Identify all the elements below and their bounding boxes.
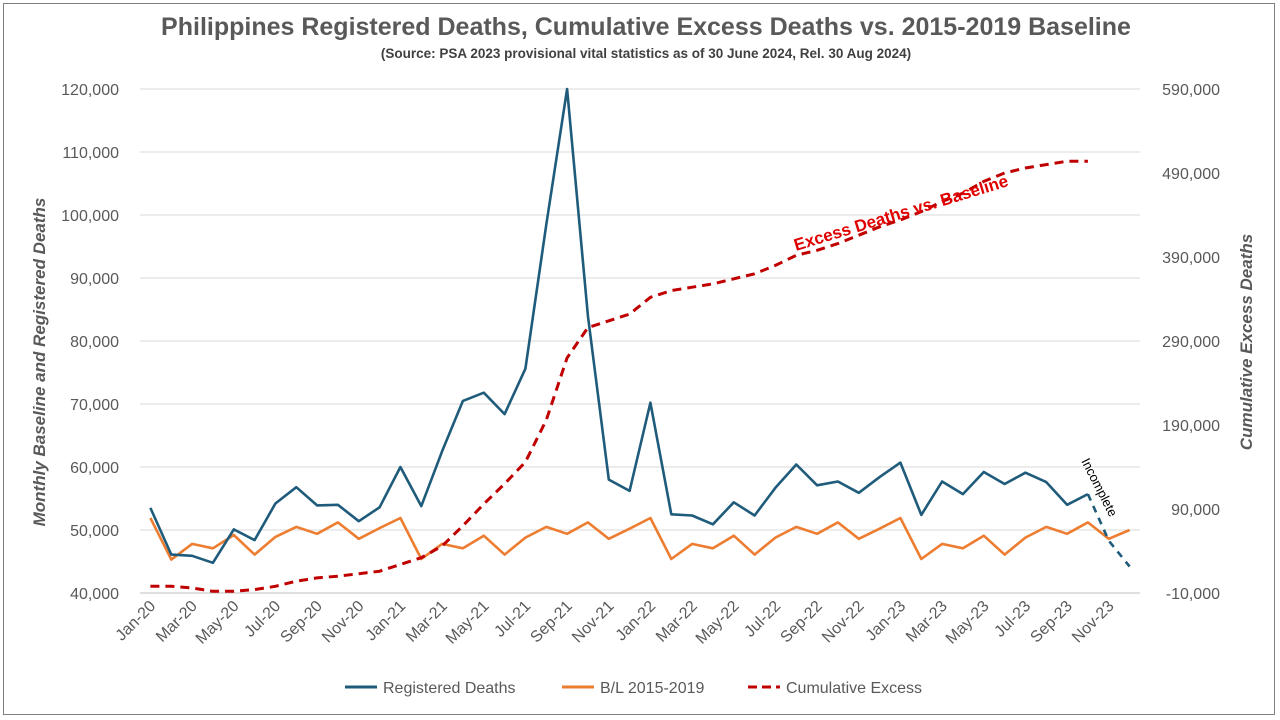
- x-tick-label: Sep-21: [527, 598, 576, 647]
- chart-frame: [3, 3, 1275, 715]
- x-tick-label: Mar-22: [653, 598, 701, 646]
- x-tick-label: May-22: [693, 598, 743, 648]
- x-tick-label: Nov-22: [819, 598, 868, 647]
- y2-tick-label: 590,000: [1162, 82, 1220, 99]
- y2-tick-label: 90,000: [1171, 502, 1220, 519]
- y-tick-label: 60,000: [70, 460, 119, 477]
- series-line-registered-deaths-incomplete: [1086, 493, 1131, 568]
- annotation-incomplete: Incomplete: [1078, 456, 1120, 519]
- y-tick-label: 110,000: [62, 145, 119, 162]
- x-tick-label: Nov-23: [1069, 598, 1118, 647]
- x-tick-label: May-23: [943, 598, 993, 648]
- chart-subtitle: (Source: PSA 2023 provisional vital stat…: [381, 46, 911, 61]
- right-axis-ticks: -10,000 90,000 190,000 290,000 390,000 490,00…: [1162, 82, 1220, 603]
- x-tick-label: Jan-22: [613, 598, 660, 645]
- x-tick-label: Jan-23: [863, 598, 910, 645]
- y2-tick-label: 190,000: [1162, 418, 1220, 435]
- y2-tick-label: 390,000: [1162, 250, 1220, 267]
- legend-label-cumulative-excess: Cumulative Excess: [786, 680, 922, 697]
- x-tick-label: Mar-23: [903, 598, 951, 646]
- y2-axis-title: Cumulative Excess Deaths: [1237, 234, 1256, 450]
- x-tick-label: Mar-21: [403, 598, 451, 646]
- y-tick-label: 50,000: [70, 523, 119, 540]
- series-line-cumulative-excess: [150, 159, 1088, 593]
- chart-title: Philippines Registered Deaths, Cumulativ…: [161, 13, 1131, 41]
- gridlines: [140, 88, 1140, 594]
- y-tick-label: 80,000: [70, 334, 119, 351]
- x-tick-label: May-20: [193, 598, 243, 648]
- y-axis-title: Monthly Baseline and Registered Deaths: [30, 198, 49, 527]
- legend: Registered Deaths B/L 2015-2019 Cumulati…: [345, 680, 922, 697]
- y-tick-label: 40,000: [70, 586, 119, 603]
- annotation-excess-deaths: Excess Deaths vs. Baseline: [792, 171, 1011, 254]
- y-tick-label: 90,000: [70, 271, 119, 288]
- y-tick-label: 70,000: [70, 397, 119, 414]
- x-tick-label: Mar-20: [153, 598, 201, 646]
- y2-tick-label: -10,000: [1166, 586, 1220, 603]
- x-tick-label: Jan-20: [113, 598, 160, 645]
- x-tick-label: Nov-20: [319, 598, 368, 647]
- y-tick-label: 120,000: [61, 82, 119, 99]
- series-lines: [149, 87, 1131, 593]
- left-axis-ticks: 40,000 50,000 60,000 70,000 80,000 90,000 100,…: [61, 82, 119, 603]
- x-tick-label: Nov-21: [569, 598, 618, 647]
- y-tick-label: 100,000: [61, 208, 119, 225]
- x-tick-label: Jan-21: [363, 598, 410, 645]
- series-line-registered-deaths: [149, 87, 1089, 565]
- x-axis-ticks: Jan-20Mar-20May-20Jul-20Sep-20Nov-20Jan-…: [113, 598, 1118, 648]
- legend-label-baseline: B/L 2015-2019: [600, 680, 704, 697]
- series-line-b-l-2015-2019: [149, 516, 1131, 561]
- x-tick-label: May-21: [443, 598, 493, 648]
- legend-label-registered-deaths: Registered Deaths: [383, 680, 516, 697]
- y2-tick-label: 290,000: [1162, 334, 1220, 351]
- x-tick-label: Sep-22: [777, 598, 826, 647]
- y2-tick-label: 490,000: [1162, 166, 1220, 183]
- x-tick-label: Sep-23: [1027, 598, 1076, 647]
- x-tick-label: Sep-20: [277, 598, 326, 647]
